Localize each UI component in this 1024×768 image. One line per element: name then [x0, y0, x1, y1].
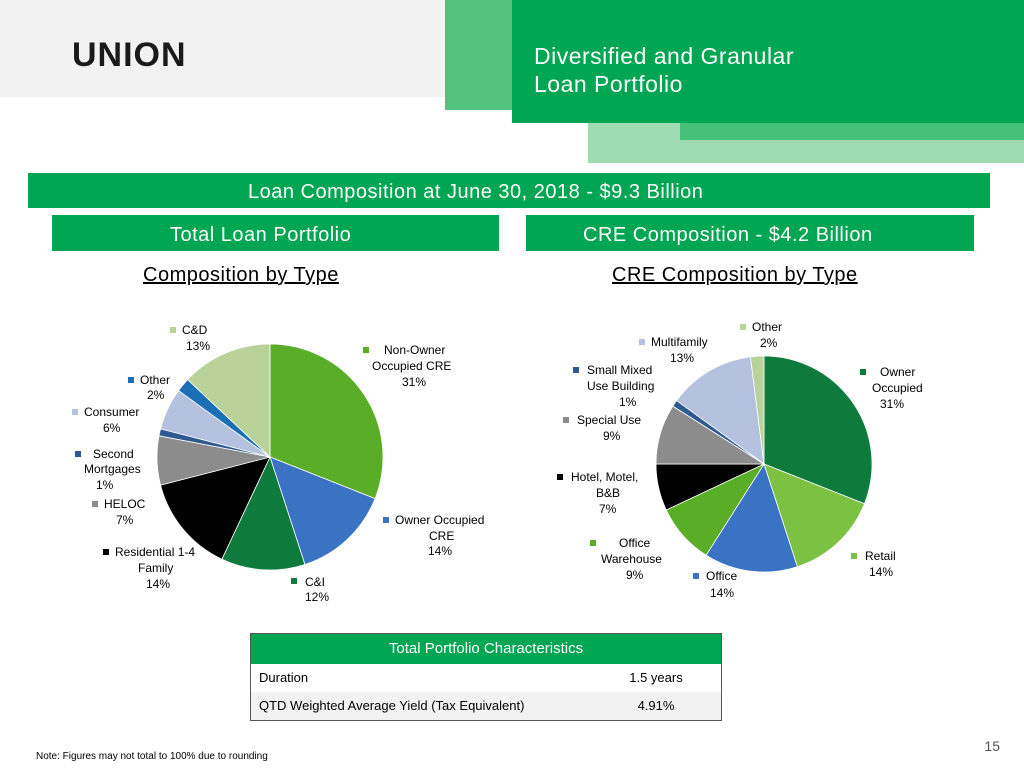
legend-marker-special	[563, 417, 569, 423]
pie-left-slice-c-i	[221, 455, 306, 571]
pie-left-slice-residential-1-4-family	[160, 456, 271, 560]
legend-marker-other-cre	[740, 324, 746, 330]
legend-marker-other	[128, 377, 134, 383]
label-second-1: Second	[93, 447, 134, 461]
label-consumer-pct: 6%	[103, 421, 121, 435]
label-special: Special Use	[577, 413, 641, 427]
label-ooc-pct: 14%	[428, 544, 452, 558]
pie-right-slice-multifamily	[676, 356, 765, 465]
legend-marker-second	[75, 451, 81, 457]
label-retail-pct: 14%	[869, 565, 893, 579]
footnote: Note: Figures may not total to 100% due …	[36, 751, 268, 762]
left-banner-text: Total Loan Portfolio	[170, 224, 352, 246]
header-deco-light	[445, 0, 512, 110]
label-small-2: Use Building	[587, 379, 654, 393]
label-hotel-pct: 7%	[599, 502, 617, 516]
label-nooc-1: Non-Owner	[384, 343, 445, 357]
legend-marker-owner	[860, 369, 866, 375]
legend-marker-res	[103, 549, 109, 555]
label-other: Other	[140, 373, 170, 387]
table-row: QTD Weighted Average Yield (Tax Equivale…	[251, 692, 721, 720]
label-other-cre: Other	[752, 320, 782, 334]
pie-left-slice-non-owner-occupied-cre	[269, 343, 384, 500]
label-multi: Multifamily	[651, 335, 708, 349]
header-title-box	[512, 0, 1024, 123]
label-nooc-2: Occupied CRE	[372, 359, 451, 373]
label-cd: C&D	[182, 323, 208, 337]
label-ow-2: Warehouse	[601, 552, 662, 566]
label-ooc-1: Owner Occupied	[395, 513, 484, 527]
table-row: Duration 1.5 years	[251, 664, 721, 692]
label-other-pct: 2%	[147, 388, 165, 402]
legend-marker-retail	[851, 553, 857, 559]
logo-area	[0, 0, 445, 97]
pie-right-slice-owner-occupied	[763, 355, 873, 505]
label-heloc: HELOC	[104, 497, 146, 511]
pie-left	[156, 343, 384, 571]
label-owner-1: Owner	[880, 365, 915, 379]
label-res-2: Family	[138, 561, 173, 575]
legend-marker-ow	[590, 540, 596, 546]
table-header: Total Portfolio Characteristics	[251, 634, 721, 664]
main-banner: Loan Composition at June 30, 2018 - $9.3…	[28, 173, 990, 208]
label-special-pct: 9%	[603, 429, 621, 443]
legend-marker-office	[693, 573, 699, 579]
right-banner: CRE Composition - $4.2 Billion	[526, 215, 974, 251]
pie-right	[655, 355, 873, 573]
label-retail: Retail	[865, 549, 896, 563]
legend-marker-heloc	[92, 501, 98, 507]
label-ci-pct: 12%	[305, 590, 329, 604]
label-multi-pct: 13%	[670, 351, 694, 365]
label-owner-2: Occupied	[872, 381, 923, 395]
legend-marker-ooc	[383, 517, 389, 523]
page-title: Diversified and Granular Loan Portfolio	[534, 43, 795, 97]
legend-marker-consumer	[72, 409, 78, 415]
left-chart-heading: Composition by Type	[143, 264, 339, 286]
label-ooc-2: CRE	[429, 529, 454, 543]
right-banner-text: CRE Composition - $4.2 Billion	[583, 224, 873, 246]
label-ci: C&I	[305, 575, 325, 589]
label-office-pct: 14%	[710, 586, 734, 600]
label-small-pct: 1%	[619, 395, 637, 409]
portfolio-characteristics-table: Total Portfolio Characteristics Duration…	[250, 633, 722, 721]
table-row-value: 1.5 years	[629, 670, 683, 685]
label-hotel-2: B&B	[596, 486, 620, 500]
label-ow-pct: 9%	[626, 568, 644, 582]
legend-marker-hotel	[557, 474, 563, 480]
label-second-pct: 1%	[96, 478, 114, 492]
legend-marker-small	[573, 367, 579, 373]
main-banner-text: Loan Composition at June 30, 2018 - $9.3…	[248, 181, 704, 203]
left-banner: Total Loan Portfolio	[52, 215, 499, 251]
label-ow-1: Office	[619, 536, 650, 550]
label-consumer: Consumer	[84, 405, 139, 419]
label-res-pct: 14%	[146, 577, 170, 591]
right-chart-heading: CRE Composition by Type	[612, 264, 858, 286]
pie-right-slice-other	[750, 355, 765, 465]
legend-marker-multi	[639, 339, 645, 345]
label-second-2: Mortgages	[84, 462, 141, 476]
table-row-label: QTD Weighted Average Yield (Tax Equivale…	[259, 698, 525, 713]
union-logo: UNION	[72, 36, 187, 74]
table-row-label: Duration	[259, 670, 309, 685]
legend-marker-ci	[291, 578, 297, 584]
label-office: Office	[706, 569, 737, 583]
label-other-cre-pct: 2%	[760, 336, 778, 350]
label-owner-pct: 31%	[880, 397, 904, 411]
label-cd-pct: 13%	[186, 339, 210, 353]
table-row-value: 4.91%	[637, 698, 675, 713]
pie-right-slice-office	[705, 463, 798, 573]
label-hotel-1: Hotel, Motel,	[571, 470, 638, 484]
legend-marker-nooc	[363, 347, 369, 353]
label-heloc-pct: 7%	[116, 513, 134, 527]
pie-left-slice-c-d	[187, 343, 271, 458]
label-nooc-pct: 31%	[402, 375, 426, 389]
page-number: 15	[984, 738, 1000, 754]
label-res-1: Residential 1-4	[115, 545, 195, 559]
label-small-1: Small Mixed	[587, 363, 652, 377]
legend-marker-cd	[170, 327, 176, 333]
